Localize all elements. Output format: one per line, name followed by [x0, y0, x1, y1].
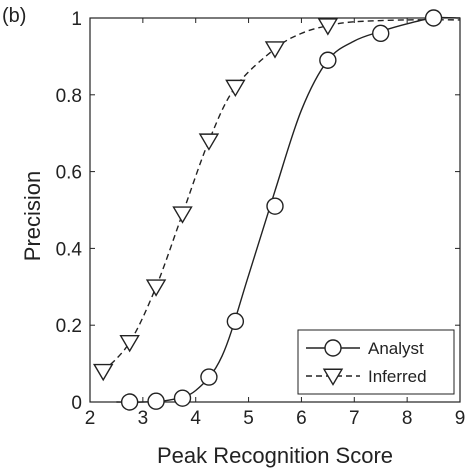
- point-inferred: [172, 206, 193, 224]
- legend-label-inferred: Inferred: [368, 367, 427, 386]
- point-inferred: [145, 279, 167, 297]
- x-tick-label: 7: [349, 408, 360, 429]
- point-analyst: [147, 392, 165, 410]
- legend-marker-inferred: [322, 368, 344, 386]
- y-tick-label: 0.2: [56, 316, 82, 337]
- point-inferred: [198, 133, 220, 151]
- y-tick-label: 1: [71, 9, 82, 30]
- x-tick-label: 4: [190, 408, 201, 429]
- point-analyst: [226, 312, 245, 331]
- plot-area: [89, 17, 461, 403]
- point-inferred: [92, 363, 114, 382]
- ticks: 2 3 4 5 6 7 8 9 0 0.2 0.4 0.6 0.8 1: [56, 9, 466, 429]
- axes-frame: [89, 17, 461, 403]
- point-analyst: [319, 51, 337, 69]
- point-analyst: [173, 389, 192, 407]
- y-tick-label: 0.4: [56, 239, 83, 260]
- y-axis-label: Precision: [20, 171, 45, 261]
- x-tick-label: 5: [243, 408, 254, 429]
- x-tick-label: 3: [138, 408, 149, 429]
- point-inferred: [317, 18, 339, 36]
- y-tick-label: 0.8: [56, 86, 82, 107]
- panel-label: (b): [2, 5, 26, 27]
- legend: Analyst Inferred: [297, 329, 455, 395]
- point-analyst: [424, 9, 443, 27]
- markers: [92, 9, 443, 411]
- y-tick-label: 0.6: [56, 163, 82, 184]
- point-inferred: [264, 41, 286, 59]
- x-tick-label: 6: [296, 408, 307, 429]
- x-tick-label: 9: [455, 408, 466, 429]
- point-inferred: [225, 79, 246, 98]
- point-analyst: [120, 393, 139, 411]
- y-tick-label: 0: [71, 393, 82, 414]
- point-inferred: [119, 335, 140, 353]
- x-tick-label: 8: [402, 408, 413, 429]
- x-axis-label: Peak Recognition Score: [157, 443, 393, 468]
- legend-box: [297, 329, 455, 395]
- x-tick-label: 2: [85, 408, 96, 429]
- legend-marker-analyst: [324, 339, 342, 357]
- point-analyst: [200, 368, 218, 386]
- point-analyst: [372, 24, 390, 43]
- point-analyst: [266, 197, 284, 215]
- legend-label-analyst: Analyst: [368, 339, 424, 358]
- series-line-inferred: [102, 19, 461, 372]
